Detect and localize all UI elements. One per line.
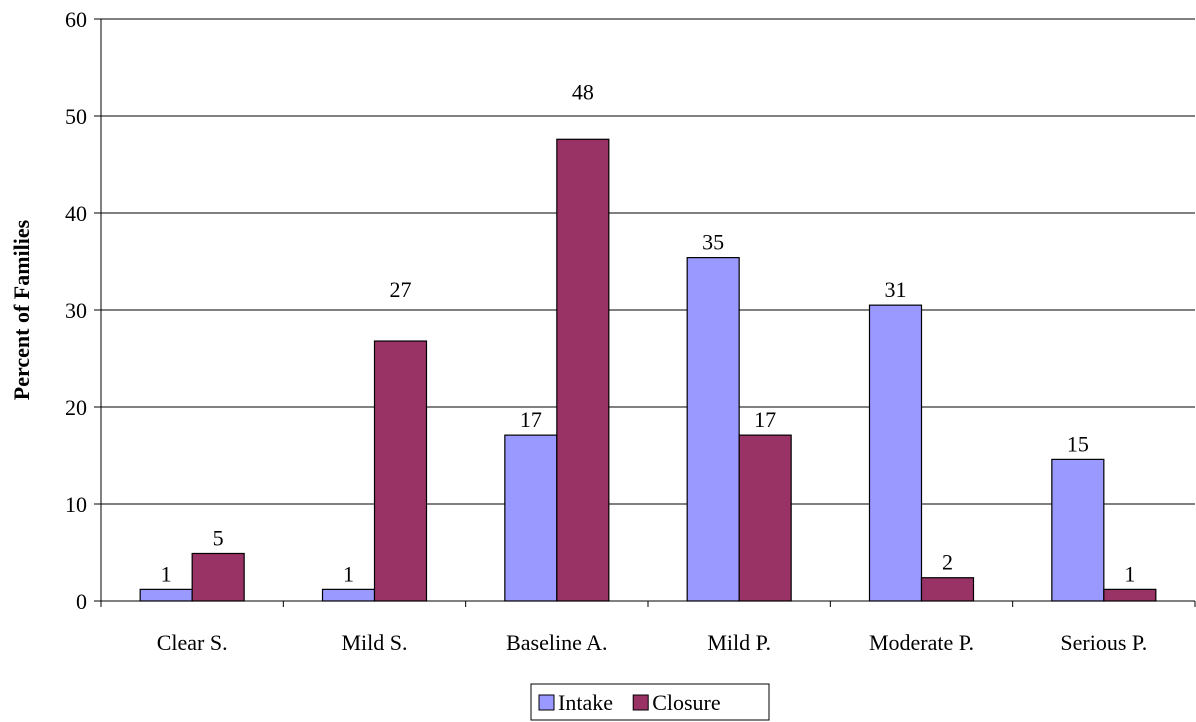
data-label: 15 xyxy=(1067,431,1089,456)
bar-intake xyxy=(504,434,558,602)
bar-closure xyxy=(373,340,428,602)
gridlines xyxy=(101,18,1195,505)
bar-intake xyxy=(321,588,376,602)
legend: Intake Closure xyxy=(530,683,770,721)
y-tick-label: 10 xyxy=(65,492,87,517)
data-label: 2 xyxy=(942,550,953,575)
data-label: 35 xyxy=(702,230,724,255)
y-tick-label: 30 xyxy=(65,298,87,323)
bar-intake xyxy=(139,588,193,602)
bar-closure xyxy=(1103,588,1157,602)
x-category-label: Moderate P. xyxy=(869,630,974,655)
legend-swatch-intake xyxy=(538,694,555,711)
bars xyxy=(139,138,1157,602)
bar-intake xyxy=(1051,458,1105,602)
x-category-label: Clear S. xyxy=(157,630,228,655)
bar-intake xyxy=(686,257,740,602)
bar-intake xyxy=(868,304,923,602)
legend-box xyxy=(530,683,770,721)
data-label: 17 xyxy=(520,407,542,432)
data-label: 1 xyxy=(161,561,172,586)
y-tick-label: 0 xyxy=(76,589,87,614)
y-axis-label: Percent of Families xyxy=(9,219,34,400)
data-label: 1 xyxy=(343,561,354,586)
data-label: 31 xyxy=(885,277,907,302)
data-label: 1 xyxy=(1124,561,1135,586)
data-label: 5 xyxy=(213,525,224,550)
legend-swatch-closure xyxy=(632,694,649,711)
bar-closure xyxy=(920,577,975,602)
x-category-label: Mild P. xyxy=(707,630,771,655)
x-category-label: Serious P. xyxy=(1060,630,1147,655)
data-label: 17 xyxy=(754,407,776,432)
axes: 0 10 20 30 40 50 60 Clear S. Mild S. Baseline A. M… xyxy=(65,7,1196,655)
bar-closure xyxy=(191,552,245,602)
bar-closure xyxy=(738,434,792,602)
y-tick-label: 20 xyxy=(65,395,87,420)
data-label: 27 xyxy=(390,277,412,302)
y-tick-label: 40 xyxy=(65,201,87,226)
data-label: 48 xyxy=(572,79,594,104)
bar-closure xyxy=(556,138,610,602)
x-category-label: Mild S. xyxy=(341,630,407,655)
y-tick-label: 50 xyxy=(65,104,87,129)
y-tick-label: 60 xyxy=(65,7,87,32)
legend-label-closure: Closure xyxy=(652,690,720,715)
x-category-label: Baseline A. xyxy=(506,630,607,655)
legend-label-intake: Intake xyxy=(558,690,613,715)
